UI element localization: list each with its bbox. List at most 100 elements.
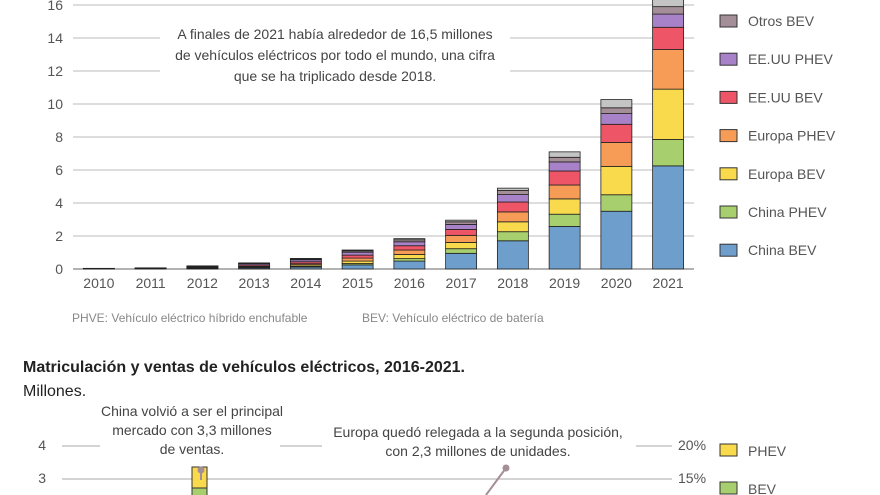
bar-2020-ee-uu-bev (600, 123, 633, 143)
legend-label-china-phev: China PHEV (748, 204, 827, 220)
annotation-line-2: de vehículos eléctricos por todo el mund… (175, 47, 495, 63)
top-ytick-0: 0 (55, 261, 63, 277)
bar-2019-china-bev (548, 226, 581, 270)
top-xtick-2012: 2012 (187, 275, 218, 291)
bar-2018-ee-uu-phev (496, 194, 529, 203)
bar-2019-europa-bev (548, 198, 581, 215)
annotation-line-1: A finales de 2021 había alrededor de 16,… (177, 26, 492, 42)
bar-2019-china-phev (548, 213, 581, 227)
china-annotation-line-3: de ventas. (160, 441, 225, 457)
top-xtick-2015: 2015 (342, 275, 373, 291)
bar-2016-otros-phev (393, 238, 426, 241)
legend-swatch-europa-bev (719, 167, 738, 181)
bar-2021-china-bev (652, 165, 685, 270)
top-xtick-2010: 2010 (83, 275, 114, 291)
bottom-legend-swatch-phev (719, 443, 738, 457)
top-x-axis: 2010 2011 2012 2013 2014 2015 2016 2017 2018 2019… (83, 275, 684, 291)
bar-2016-china-bev (393, 260, 426, 270)
bar-2020-europa-phev (600, 142, 633, 167)
china-pointer-dot (197, 466, 205, 474)
legend-swatch-otros-bev (719, 14, 738, 28)
top-xtick-2020: 2020 (601, 275, 632, 291)
bar-2019-ee-uu-bev (548, 170, 581, 186)
top-ytick-8: 8 (55, 129, 63, 145)
legend-swatch-china-phev (719, 205, 738, 219)
europa-pointer-dot (502, 464, 510, 472)
bar-2015-otros-phev (341, 249, 374, 252)
top-bars (82, 0, 685, 270)
bar-2015-ee-uu-phev (341, 251, 374, 256)
bar-2018-otros-bev (496, 190, 529, 195)
legend-swatch-europa-phev (719, 129, 738, 143)
bar-2019-otros-phev (548, 151, 581, 158)
bar-2017-europa-bev (445, 242, 478, 250)
europa-annotation-line-2: con 2,3 millones de unidades. (385, 443, 570, 459)
bar-2017-ee-uu-phev (445, 224, 478, 230)
bar-2016-europa-bev (393, 254, 426, 260)
top-ytick-16: 16 (47, 0, 63, 13)
bar-2021-ee-uu-phev (652, 13, 685, 28)
top-ytick-12: 12 (47, 63, 63, 79)
europa-annotation-line-1: Europa quedó relegada a la segunda posic… (333, 424, 623, 440)
bar-2020-europa-bev (600, 165, 633, 196)
bar-2021-otros-bev (652, 6, 685, 15)
bottom-y2tick-15: 15% (678, 470, 706, 486)
bottom-chart-title: Matriculación y ventas de vehículos eléc… (23, 359, 465, 376)
bottom-y2tick-20: 20% (678, 437, 706, 453)
china-2021-bev-bar (191, 487, 208, 495)
bar-2018-china-phev (496, 231, 529, 242)
bottom-legend-label-phev: PHEV (748, 443, 787, 459)
bar-2018-europa-bev (496, 221, 529, 233)
legend-swatch-ee-uu-phev (719, 52, 738, 66)
bar-2019-europa-phev (548, 184, 581, 200)
bar-2017-china-bev (445, 252, 478, 270)
bar-2019-otros-bev (548, 156, 581, 163)
top-xtick-2016: 2016 (394, 275, 425, 291)
bar-2017-ee-uu-bev (445, 228, 478, 236)
bar-2020-china-bev (600, 210, 633, 270)
top-ytick-10: 10 (47, 96, 63, 112)
bar-2015-china-bev (341, 264, 374, 270)
china-annotation-line-1: China volvió a ser el principal (101, 403, 283, 419)
top-ytick-4: 4 (55, 195, 63, 211)
bar-2016-europa-phev (393, 249, 426, 255)
bar-2019-ee-uu-phev (548, 161, 581, 172)
annotation-line-3: que se ha triplicado desde 2018. (234, 68, 436, 84)
bar-2015-europa-phev (341, 257, 374, 262)
legend-label-ee-uu-phev: EE.UU PHEV (748, 51, 833, 67)
bar-2021-europa-bev (652, 88, 685, 140)
bar-2020-ee-uu-phev (600, 113, 633, 125)
annotation-box (160, 20, 510, 90)
bar-2018-europa-phev (496, 211, 529, 223)
legend-label-europa-phev: Europa PHEV (748, 128, 836, 144)
top-xtick-2013: 2013 (239, 275, 270, 291)
legend-swatch-ee-uu-bev (719, 90, 738, 104)
top-xtick-2019: 2019 (549, 275, 580, 291)
note-bev: BEV: Vehículo eléctrico de batería (362, 311, 544, 325)
bottom-ytick-3: 3 (38, 470, 46, 486)
legend-label-ee-uu-bev: EE.UU BEV (748, 89, 823, 105)
top-y-axis: 0 2 4 6 8 10 12 14 16 (47, 0, 63, 277)
bar-2016-ee-uu-phev (393, 241, 426, 247)
top-legend: Otros BEV EE.UU PHEV EE.UU BEV Europa PHEV E… (719, 13, 836, 258)
top-xtick-2014: 2014 (290, 275, 321, 291)
bottom-legend-label-bev: BEV (748, 481, 777, 495)
bar-2021-ee-uu-bev (652, 26, 685, 50)
bar-2018-otros-phev (496, 187, 529, 191)
bar-2021-europa-phev (652, 49, 685, 90)
bar-2015-ee-uu-bev (341, 254, 374, 259)
top-xtick-2017: 2017 (446, 275, 477, 291)
top-ytick-14: 14 (47, 30, 63, 46)
bar-2018-ee-uu-bev (496, 201, 529, 213)
legend-label-europa-bev: Europa BEV (748, 166, 826, 182)
top-xtick-2021: 2021 (653, 275, 684, 291)
bar-2021-china-phev (652, 139, 685, 167)
legend-label-china-bev: China BEV (748, 242, 817, 258)
bar-2016-ee-uu-bev (393, 245, 426, 251)
top-ytick-2: 2 (55, 228, 63, 244)
europa-pointer-line (485, 467, 507, 495)
bar-2021-otros-phev (652, 0, 685, 8)
note-phev: PHVE: Vehículo eléctrico híbrido enchufa… (72, 311, 308, 325)
top-xtick-2018: 2018 (497, 275, 528, 291)
